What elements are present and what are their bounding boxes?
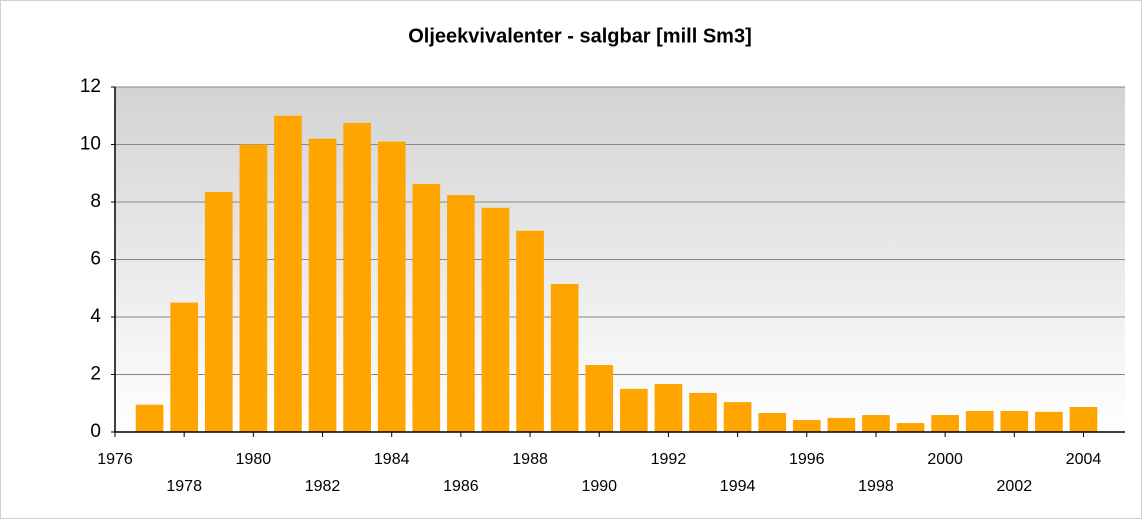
x-tick-label: 2002 [997,478,1033,495]
bar [931,415,959,432]
x-tick-label: 1996 [789,451,825,468]
y-tick-label: 4 [90,306,101,327]
bar [135,404,164,432]
bar [758,413,787,432]
bar [447,195,475,432]
x-tick-label: 2004 [1066,451,1102,468]
bar [689,392,717,432]
y-tick-label: 0 [90,421,101,442]
bar [239,144,268,432]
bar [308,138,337,432]
x-tick-label: 1994 [720,478,756,495]
bar [204,191,233,432]
bar [481,207,510,432]
x-tick-label: 1992 [651,451,687,468]
bar [412,183,441,432]
x-tick-label: 1990 [581,478,617,495]
x-tick-label: 2000 [927,451,963,468]
bar [827,417,856,432]
bar [550,283,579,432]
x-tick-label: 1978 [166,478,202,495]
bar [620,388,648,432]
y-tick-label: 12 [80,76,101,97]
bar [170,302,199,432]
bar [377,141,406,432]
bar [965,411,994,432]
bar [792,419,821,432]
bar [343,122,371,432]
bar [654,383,683,432]
x-tick-label: 1976 [97,451,133,468]
bar [274,115,302,432]
y-tick-label: 2 [90,364,101,385]
bar [862,415,890,432]
bar [1069,406,1098,432]
chart-title: Oljeekvivalenter - salgbar [mill Sm3] [408,25,751,47]
bar [1000,411,1029,432]
bar [896,423,925,432]
y-tick-label: 8 [90,191,101,212]
y-tick-label: 6 [90,249,101,270]
bar [516,230,544,432]
bar [1035,411,1063,432]
x-tick-label: 1986 [443,478,479,495]
y-tick-label: 10 [80,134,101,155]
bar [723,402,752,432]
bar [585,365,614,432]
x-tick-label: 1980 [236,451,272,468]
x-tick-label: 1988 [512,451,548,468]
x-tick-label: 1984 [374,451,410,468]
x-tick-label: 1998 [858,478,894,495]
x-tick-label: 1982 [305,478,341,495]
